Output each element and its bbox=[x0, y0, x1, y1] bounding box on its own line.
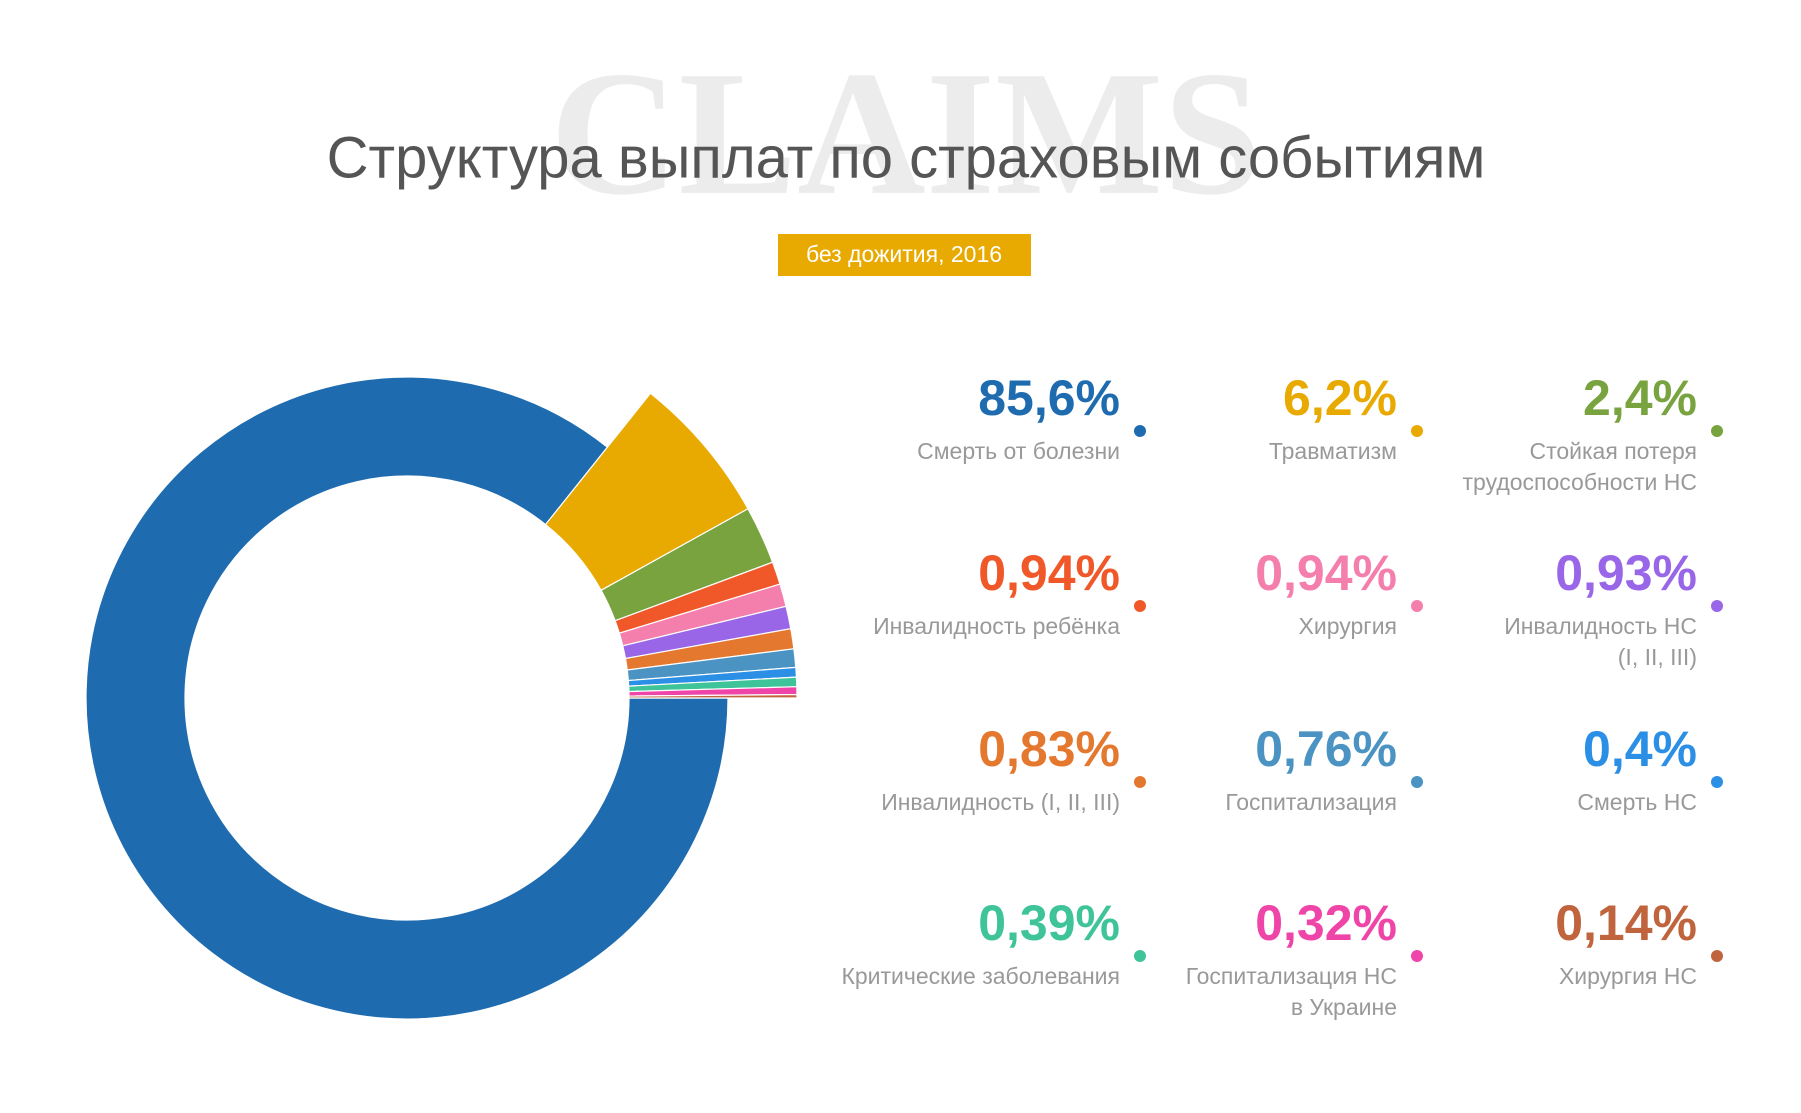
legend-dot bbox=[1411, 425, 1423, 437]
legend-label: Хирургия НС bbox=[1559, 963, 1697, 989]
subtitle-badge bbox=[778, 234, 1031, 276]
legend-label: (I, II, III) bbox=[1618, 644, 1697, 670]
legend-value: 0,93% bbox=[1555, 545, 1697, 601]
slice bbox=[85, 376, 729, 1020]
legend-value: 0,76% bbox=[1255, 721, 1397, 777]
legend-value: 85,6% bbox=[978, 370, 1120, 426]
legend-label: Хирургия bbox=[1299, 613, 1397, 639]
legend-value: 0,94% bbox=[1255, 545, 1397, 601]
legend-label: Инвалидность (I, II, III) bbox=[881, 789, 1120, 815]
legend-label: Смерть НС bbox=[1577, 789, 1697, 815]
legend-value: 0,14% bbox=[1555, 895, 1697, 951]
legend-value: 0,94% bbox=[978, 545, 1120, 601]
legend-dot bbox=[1711, 600, 1723, 612]
legend-value: 2,4% bbox=[1583, 370, 1697, 426]
legend-dot bbox=[1411, 950, 1423, 962]
legend-label: Госпитализация НС bbox=[1186, 963, 1397, 989]
legend-value: 6,2% bbox=[1283, 370, 1397, 426]
legend-dot bbox=[1711, 425, 1723, 437]
watermark: CLAIMS bbox=[550, 34, 1262, 232]
legend-label: Госпитализация bbox=[1225, 789, 1397, 815]
legend-label: Смерть от болезни bbox=[917, 438, 1120, 464]
legend-label: Инвалидность ребёнка bbox=[873, 613, 1120, 639]
legend-label: Критические заболевания bbox=[841, 963, 1120, 989]
chart-title: Структура выплат по страховым событиям bbox=[327, 125, 1486, 190]
legend-value: 0,4% bbox=[1583, 721, 1697, 777]
legend-dot bbox=[1134, 600, 1146, 612]
legend-dot bbox=[1134, 950, 1146, 962]
legend-label: Травматизм bbox=[1269, 438, 1397, 464]
legend-dot bbox=[1711, 776, 1723, 788]
legend-dot bbox=[1134, 425, 1146, 437]
legend-label: Инвалидность НС bbox=[1504, 613, 1697, 639]
legend-value: 0,32% bbox=[1255, 895, 1397, 951]
legend-value: 0,83% bbox=[978, 721, 1120, 777]
legend-dot bbox=[1411, 776, 1423, 788]
legend-label: в Украине bbox=[1291, 994, 1397, 1020]
legend-value: 0,39% bbox=[978, 895, 1120, 951]
legend-dot bbox=[1134, 776, 1146, 788]
slice bbox=[628, 693, 798, 699]
legend-label: трудоспособности НС bbox=[1463, 469, 1697, 495]
legend-label: Стойкая потеря bbox=[1529, 438, 1697, 464]
legend-dot bbox=[1711, 950, 1723, 962]
subtitle: без дожития, 2016 bbox=[806, 241, 1002, 267]
legend-dot bbox=[1411, 600, 1423, 612]
